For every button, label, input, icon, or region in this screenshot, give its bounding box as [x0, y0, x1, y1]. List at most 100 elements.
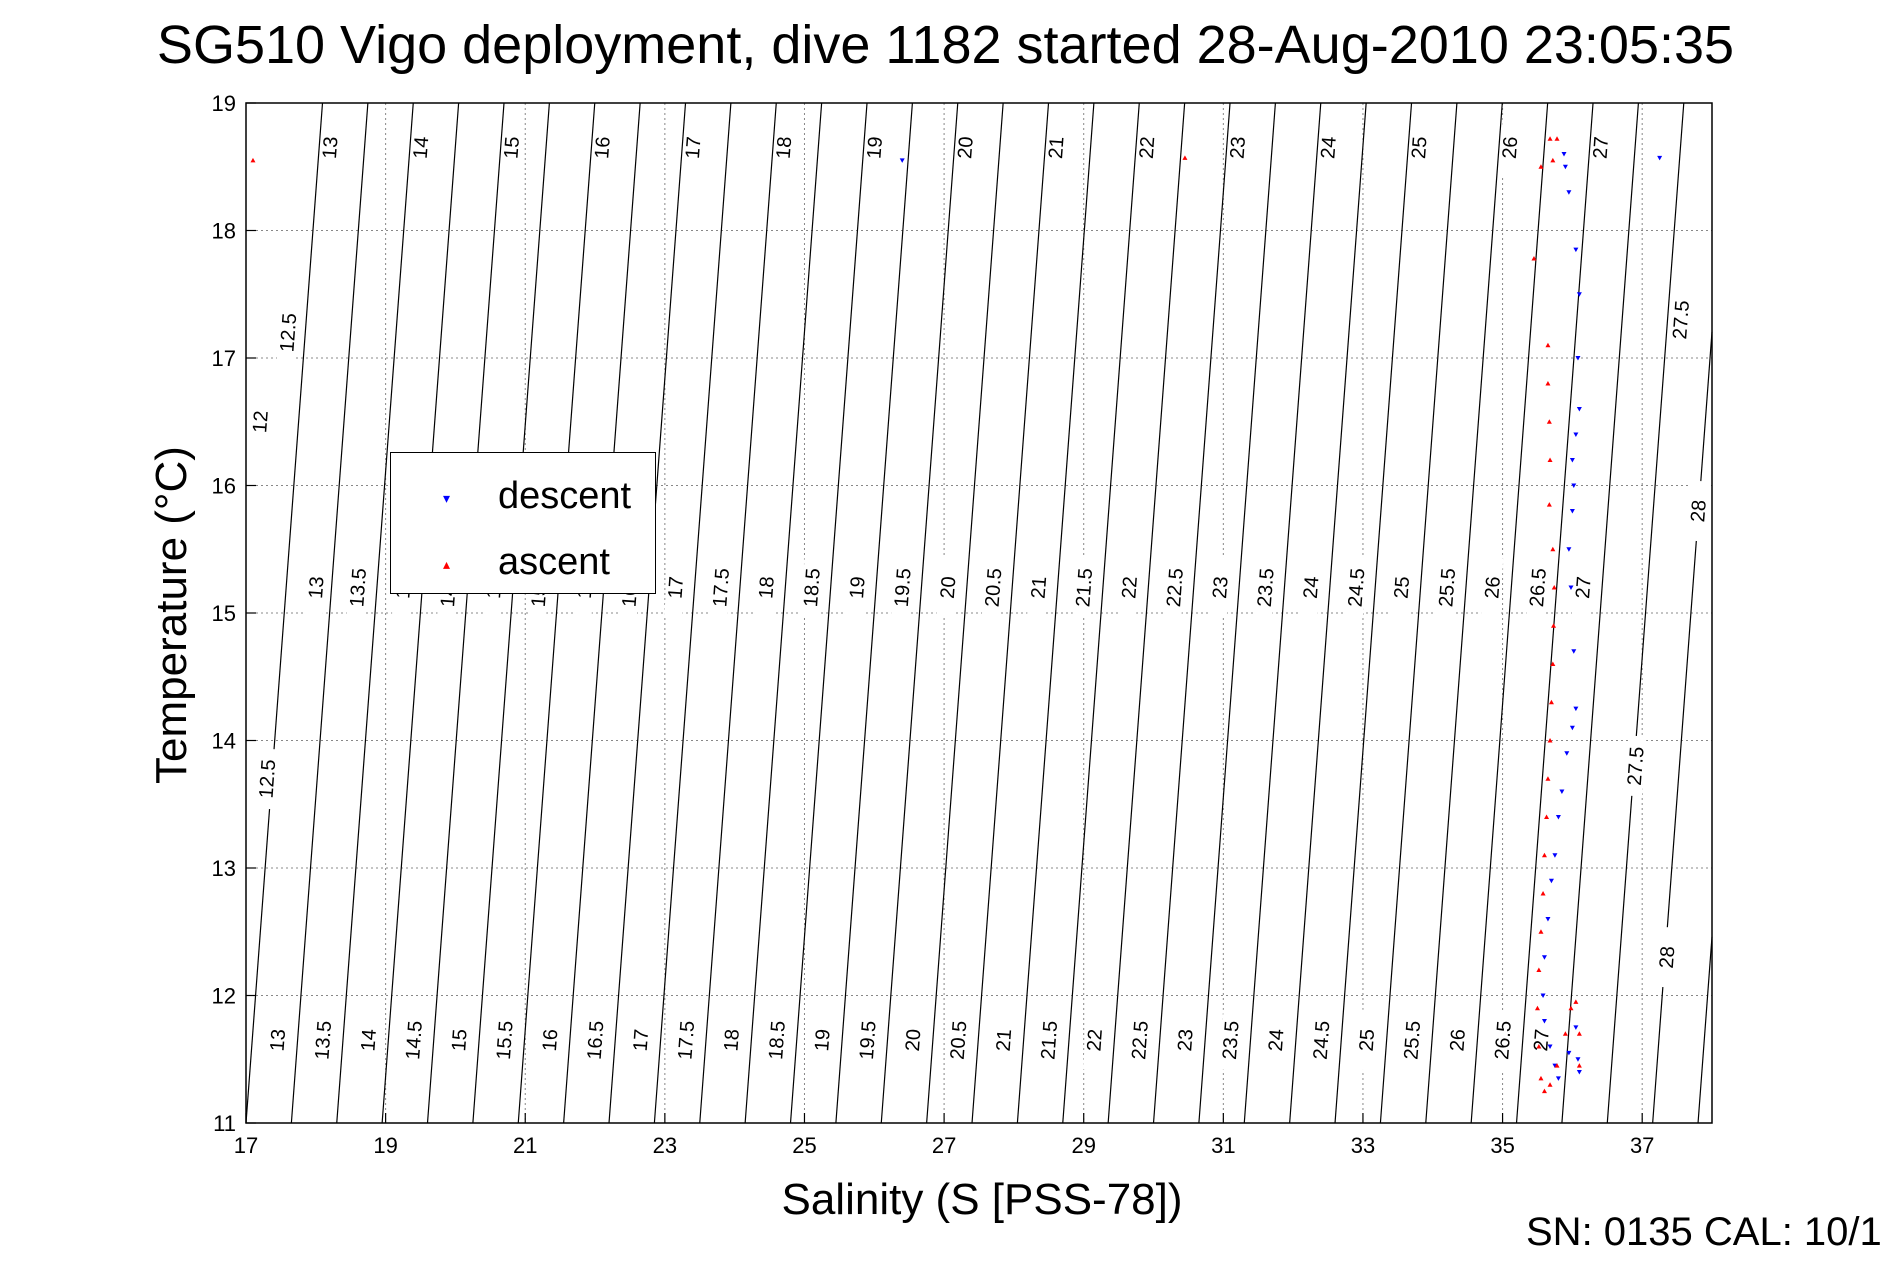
y-tick-label: 19 [212, 91, 236, 116]
contour-label: 27 [1572, 576, 1596, 600]
contour-label-bg [1037, 1009, 1061, 1071]
contour-label: 13 [319, 136, 343, 160]
contour-label-bg [1407, 117, 1431, 179]
contour-label-bg [863, 117, 886, 179]
contour-label: 17.5 [674, 1020, 699, 1060]
descent-point [1552, 853, 1558, 858]
contour-label: 17 [665, 576, 689, 600]
y-tick-label: 13 [212, 856, 236, 881]
descent-point [1562, 164, 1568, 170]
contour-label: 16.5 [584, 1020, 609, 1060]
x-tick-label: 27 [932, 1133, 956, 1158]
contour-label: 24 [1317, 136, 1341, 160]
contour-label-bg [1571, 556, 1595, 619]
contour-label: 27.5 [1624, 746, 1649, 786]
density-contour-line [835, 102, 913, 1124]
ascent-point [1531, 256, 1537, 261]
contour-label-bg [1669, 289, 1692, 351]
contour-label-bg [709, 556, 732, 619]
contour-label-bg [664, 556, 687, 619]
y-tick-label: 18 [212, 219, 236, 244]
contour-label-bg [953, 117, 977, 179]
contour-label: 20 [954, 136, 978, 160]
ascent-point [1554, 136, 1560, 141]
ascent-point [1536, 1044, 1542, 1049]
descent-point [1555, 815, 1561, 820]
contour-label-bg [1117, 556, 1141, 619]
contour-label: 22 [1136, 136, 1160, 160]
descent-point [1561, 152, 1567, 157]
y-tick-label: 12 [212, 984, 236, 1009]
ascent-point [1545, 342, 1551, 348]
ascent-point [1551, 585, 1557, 590]
contour-label: 18 [720, 1028, 744, 1052]
density-contour-line [426, 102, 505, 1124]
contour-label-bg [409, 117, 432, 179]
contour-label-bg [1226, 117, 1249, 179]
contour-label-bg [1445, 1009, 1469, 1071]
descent-point [1569, 725, 1575, 731]
contour-label-bg [1044, 117, 1068, 179]
descent-point [1568, 585, 1574, 590]
descent-point [1548, 878, 1554, 884]
descent-point [1573, 432, 1579, 437]
contour-label: 17.5 [709, 567, 734, 607]
density-contour-line [1425, 102, 1503, 1124]
contour-label: 12 [249, 410, 273, 434]
contour-label: 13 [305, 576, 329, 600]
descent-point [1569, 458, 1575, 463]
data-series [250, 136, 1663, 1094]
density-contour-line [1062, 102, 1140, 1124]
contour-label-bg [681, 117, 704, 179]
contour-label-bg [901, 1009, 924, 1071]
contour-label-bg [1686, 480, 1710, 542]
ascent-point [1546, 502, 1552, 507]
contour-label-bg [629, 1009, 652, 1071]
contour-label-bg [845, 556, 869, 619]
descent-point [1566, 547, 1572, 552]
contour-label-bg [266, 1009, 289, 1071]
contour-label-bg [356, 1009, 380, 1071]
contour-label-bg [1309, 1009, 1333, 1071]
descent-point [1547, 1044, 1553, 1049]
contour-label: 21.5 [1072, 567, 1097, 607]
density-contour-line [880, 102, 959, 1124]
density-contour-line [608, 102, 687, 1124]
contour-label: 18 [755, 576, 779, 600]
density-contour-line [971, 102, 1050, 1124]
contour-label: 28 [1687, 499, 1711, 523]
contour-label-bg [1163, 556, 1186, 619]
descent-point [1657, 155, 1663, 161]
contour-label: 18.5 [800, 567, 825, 607]
descent-marker-icon: ▾ [443, 490, 451, 506]
density-contour-line [1152, 102, 1231, 1124]
contour-label: 14.5 [402, 1020, 427, 1060]
density-contour-line [699, 102, 777, 1124]
contour-label-bg [590, 117, 614, 179]
ascent-point [1182, 155, 1188, 160]
descent-point [1571, 483, 1577, 488]
contour-label: 27 [1530, 1028, 1554, 1052]
density-contour-line [290, 102, 369, 1124]
contour-label: 19.5 [856, 1020, 881, 1060]
contour-label-bg [538, 1009, 561, 1071]
chart-title: SG510 Vigo deployment, dive 1182 started… [156, 15, 1735, 75]
contour-label-bg [936, 556, 959, 619]
contour-label: 16 [591, 136, 615, 160]
ascent-point [1554, 1063, 1560, 1068]
contour-label: 15.5 [493, 1020, 518, 1060]
contour-label-bg [1491, 1009, 1514, 1071]
descent-point [1566, 190, 1572, 195]
contour-label-bg [992, 1009, 1015, 1071]
contour-label: 12.5 [276, 312, 301, 352]
contour-label: 21 [993, 1028, 1017, 1052]
y-tick-label: 17 [212, 346, 236, 371]
density-contour-line [1652, 331, 1713, 1124]
contour-label: 18 [773, 136, 797, 160]
descent-point [1573, 1025, 1579, 1030]
density-contour-line [1697, 936, 1713, 1124]
ascent-point [1540, 891, 1546, 896]
legend-item-ascent: ▴ ascent [391, 539, 657, 589]
contour-label-bg [583, 1009, 607, 1071]
density-contour-line [1243, 102, 1322, 1124]
